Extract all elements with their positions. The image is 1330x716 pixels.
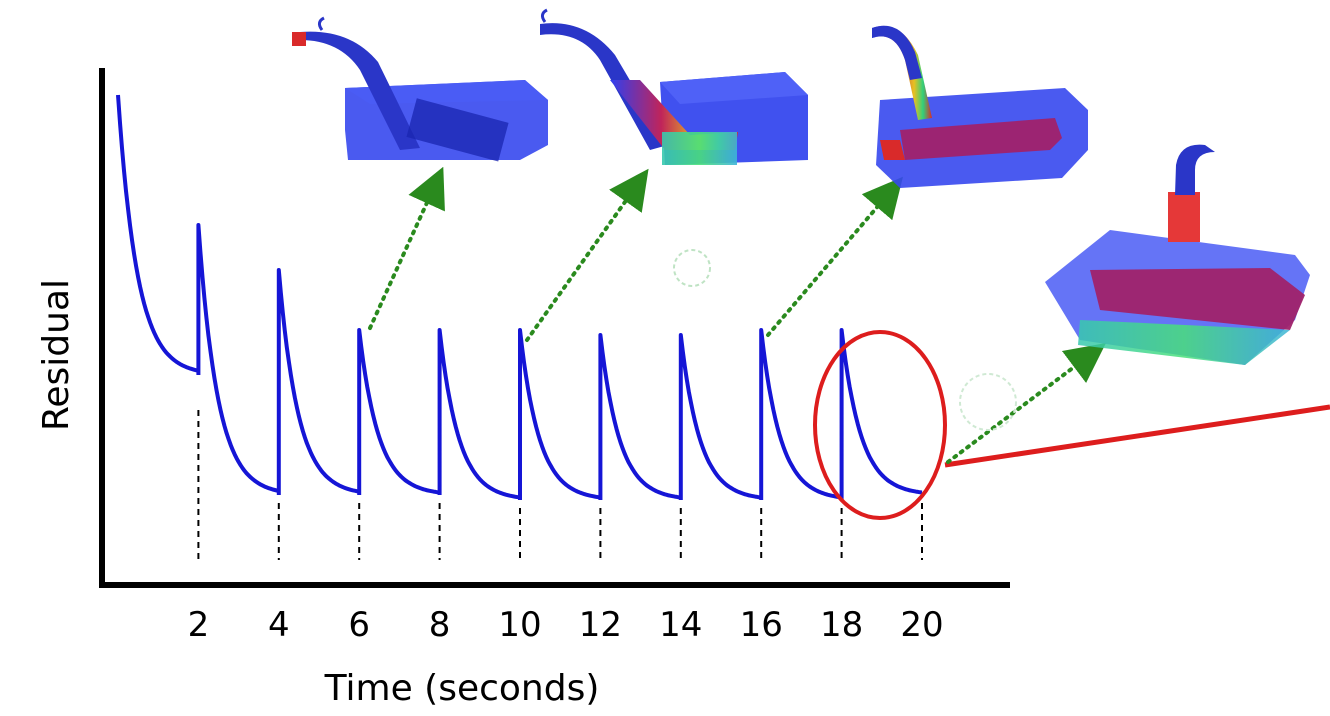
- tank-snapshot-1-icon: [292, 18, 548, 161]
- residual-cycle-segment: [198, 225, 278, 491]
- residual-cycle-segment: [520, 330, 600, 500]
- cursor-ring-icon: [674, 250, 710, 286]
- x-axis-title: Time (seconds): [324, 668, 600, 709]
- snapshot-arrows: [370, 185, 1090, 462]
- residual-cycle-segment: [118, 95, 198, 371]
- residual-cycle-segment: [600, 335, 680, 500]
- residual-cycle-segment: [440, 330, 520, 498]
- x-tick-label: 8: [429, 605, 451, 645]
- snapshot-arrow-3: [768, 192, 890, 335]
- residual-cycle-segment: [359, 330, 439, 495]
- x-tick-label: 6: [348, 605, 370, 645]
- x-tick-label: 12: [579, 605, 622, 645]
- x-tick-label: 4: [268, 605, 290, 645]
- residual-cycle-segment: [681, 335, 761, 500]
- y-axis-title: Residual: [36, 279, 77, 431]
- tank-snapshot-4-icon: [1045, 145, 1310, 365]
- cursor-ring-icon: [960, 374, 1016, 430]
- x-tick-label: 14: [659, 605, 702, 645]
- x-tick-label: 16: [740, 605, 783, 645]
- x-tick-label: 20: [900, 605, 943, 645]
- x-tick-label: 2: [188, 605, 210, 645]
- x-tick-label: 18: [820, 605, 863, 645]
- tank-snapshot-2-icon: [540, 10, 808, 165]
- highlight-connector-line: [945, 407, 1330, 465]
- residual-cycle-segment: [842, 330, 922, 500]
- tank-snapshot-3-icon: [872, 26, 1088, 188]
- residual-cycle-segment: [761, 330, 841, 500]
- x-tick-labels: 2 4 6 8 10 12 14 16 18 20: [188, 605, 944, 645]
- highlight-ellipse: [815, 332, 945, 518]
- axes: [99, 68, 1010, 588]
- snapshot-arrow-2: [527, 185, 637, 340]
- x-tick-label: 10: [498, 605, 541, 645]
- residual-cycle-segment: [279, 270, 359, 495]
- snapshot-arrow-1: [370, 185, 435, 328]
